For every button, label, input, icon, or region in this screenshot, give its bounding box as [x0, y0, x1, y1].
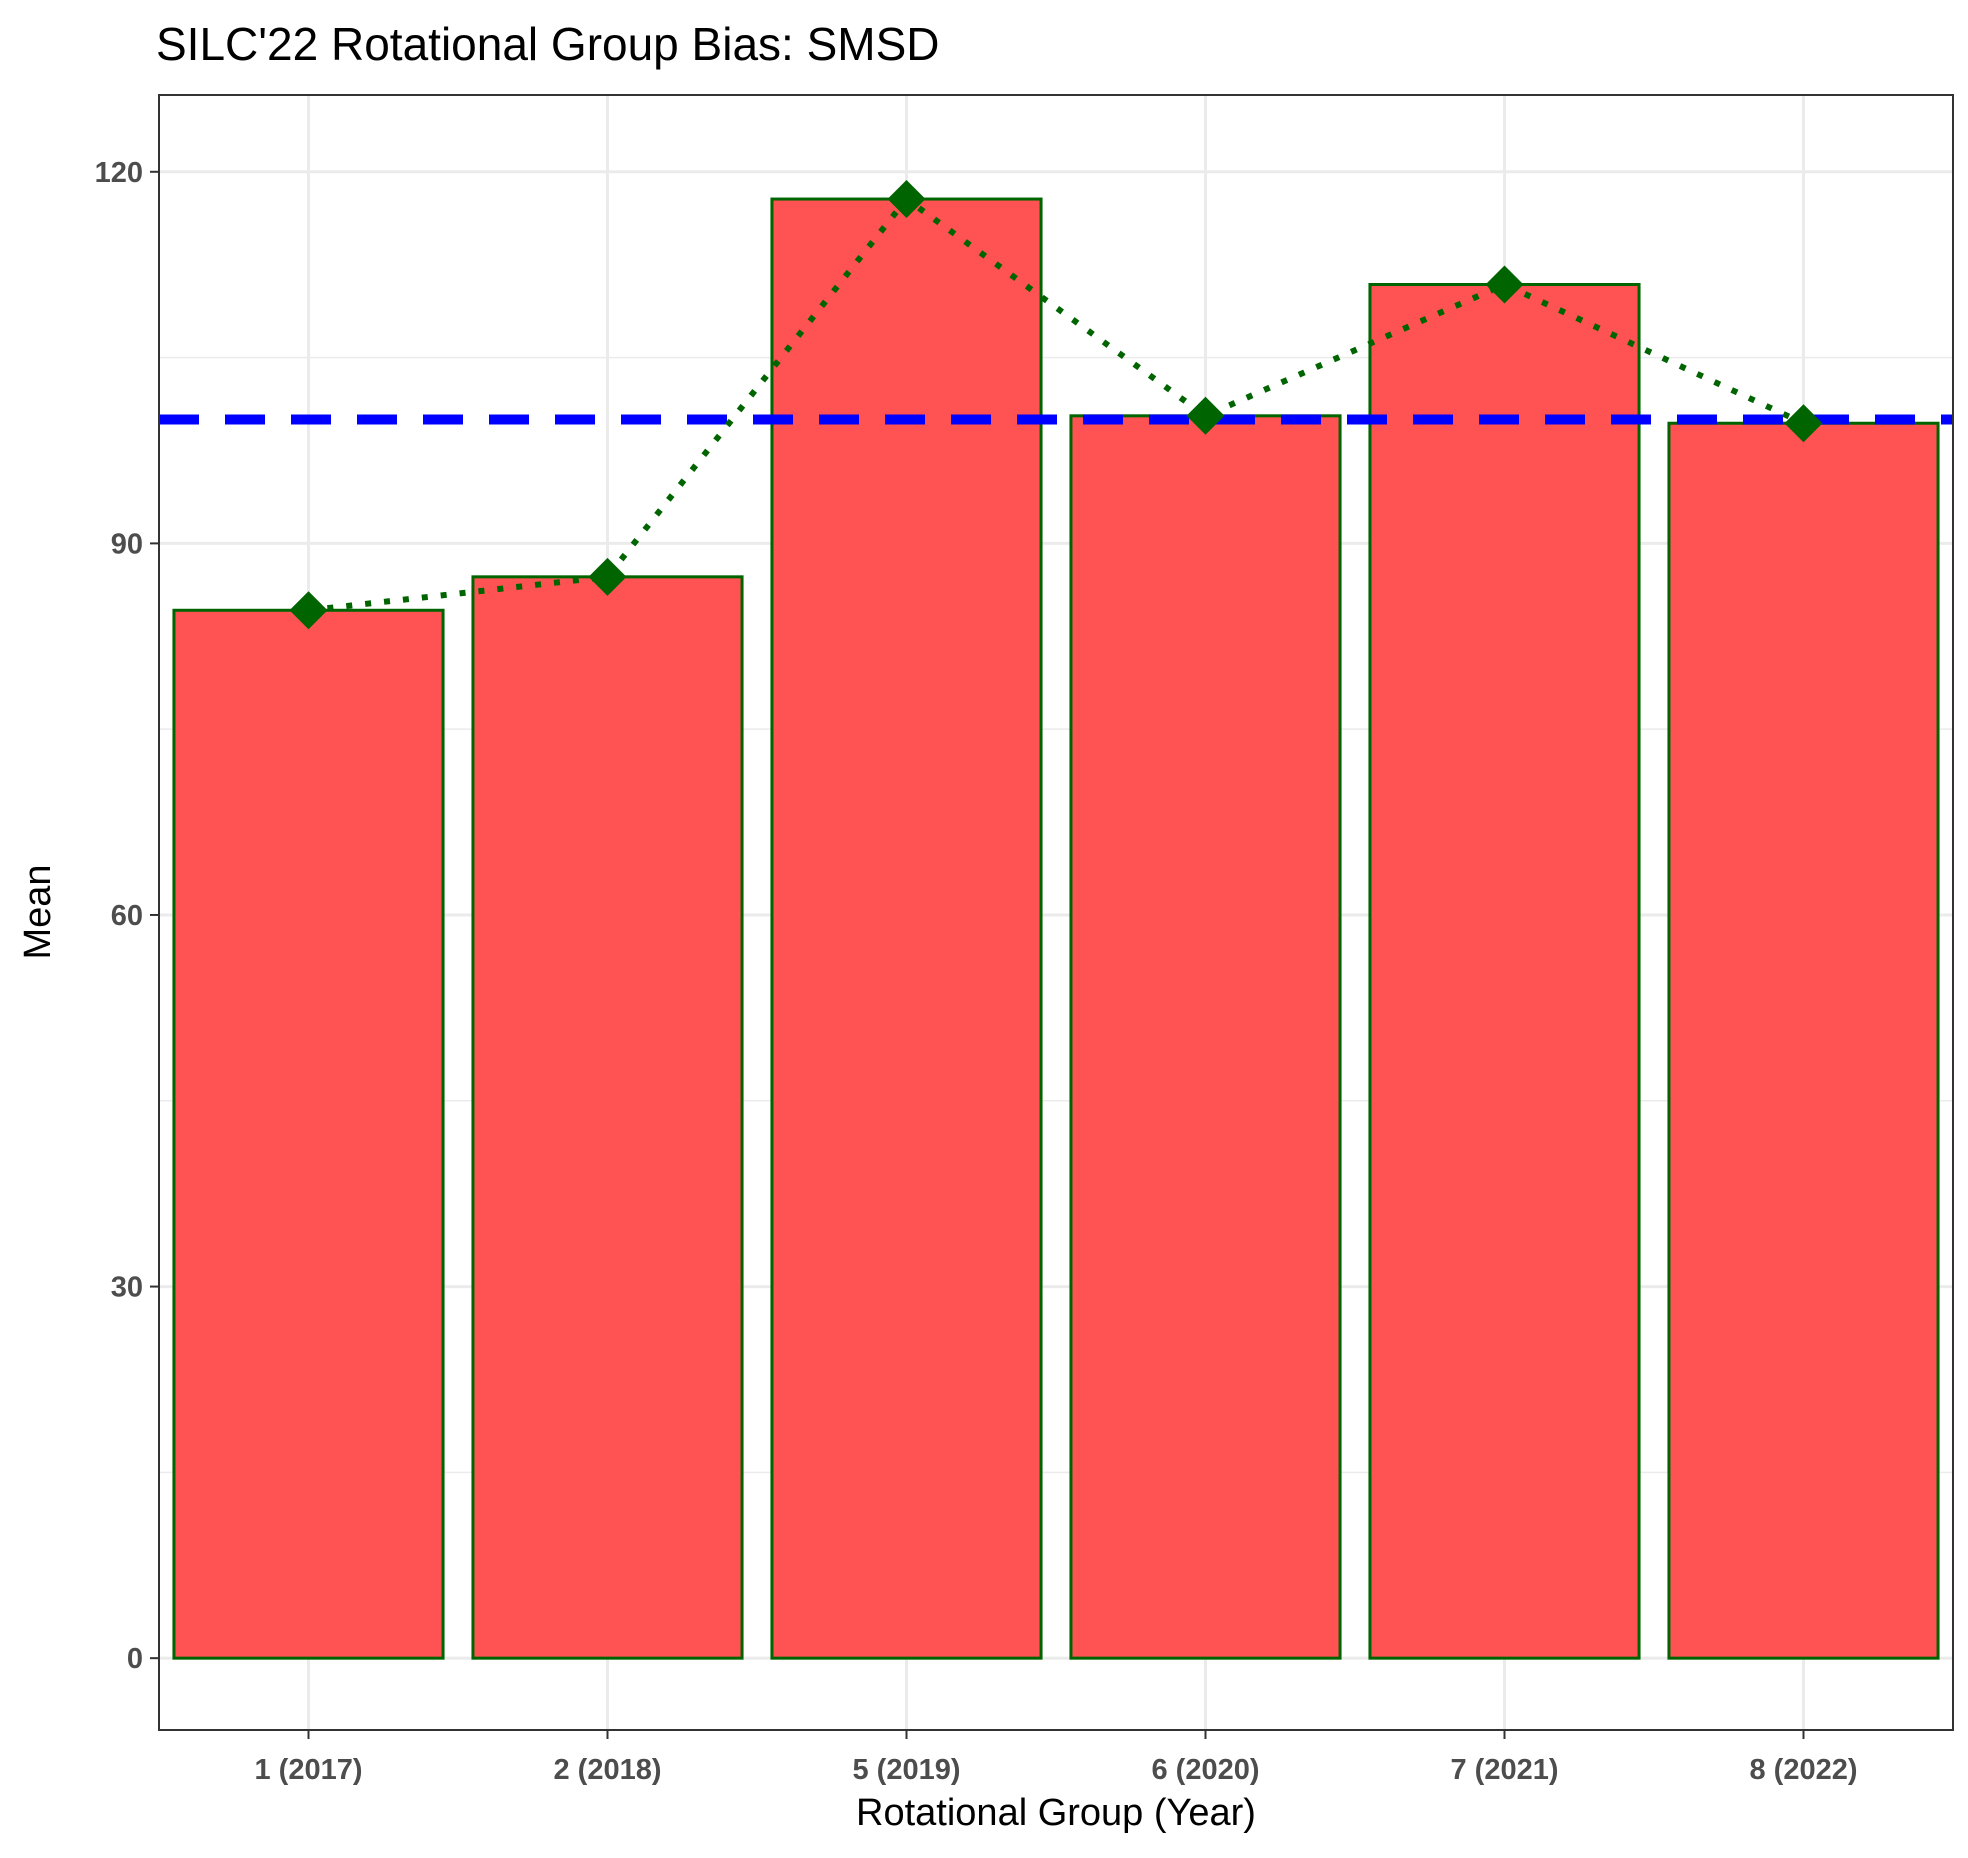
bars [172, 197, 1940, 1660]
chart-title: SILC'22 Rotational Group Bias: SMSD [156, 18, 939, 70]
x-tick-label: 7 (2021) [1450, 1754, 1558, 1786]
diamond-marker [1186, 396, 1225, 435]
x-axis-ticks: 1 (2017) 2 (2018) 5 (2019) 6 (2020) 7 (2021)… [254, 1730, 1858, 1786]
y-tick-label: 0 [127, 1643, 143, 1675]
bar [471, 575, 744, 1660]
diamond-marker [1485, 265, 1524, 304]
trend-line-layer [308, 194, 1805, 614]
diamond-marker [1784, 404, 1823, 443]
x-tick-label: 2 (2018) [553, 1754, 661, 1786]
trend-line [308, 194, 1805, 614]
diamond-marker [289, 591, 328, 630]
diamond-marker [588, 557, 627, 596]
panel-border [158, 94, 1954, 1731]
y-tick-label: 60 [111, 900, 143, 932]
y-tick-label: 90 [111, 528, 143, 560]
x-tick-label: 8 (2022) [1749, 1754, 1857, 1786]
x-tick-label: 6 (2020) [1151, 1754, 1259, 1786]
x-axis-title: Rotational Group (Year) [856, 1792, 1256, 1834]
bar [1368, 283, 1641, 1660]
y-tick-label: 120 [95, 157, 143, 189]
x-tick-label: 1 (2017) [254, 1754, 362, 1786]
bar [1667, 421, 1940, 1660]
y-tick-label: 30 [111, 1272, 143, 1304]
bar [172, 608, 445, 1660]
y-axis-ticks: 0 30 60 90 120 [95, 157, 159, 1675]
y-axis-title: Mean [17, 864, 59, 959]
markers [289, 180, 1823, 630]
bar [770, 197, 1043, 1660]
bar [1069, 414, 1342, 1660]
x-tick-label: 5 (2019) [852, 1754, 960, 1786]
diamond-marker [887, 180, 926, 219]
